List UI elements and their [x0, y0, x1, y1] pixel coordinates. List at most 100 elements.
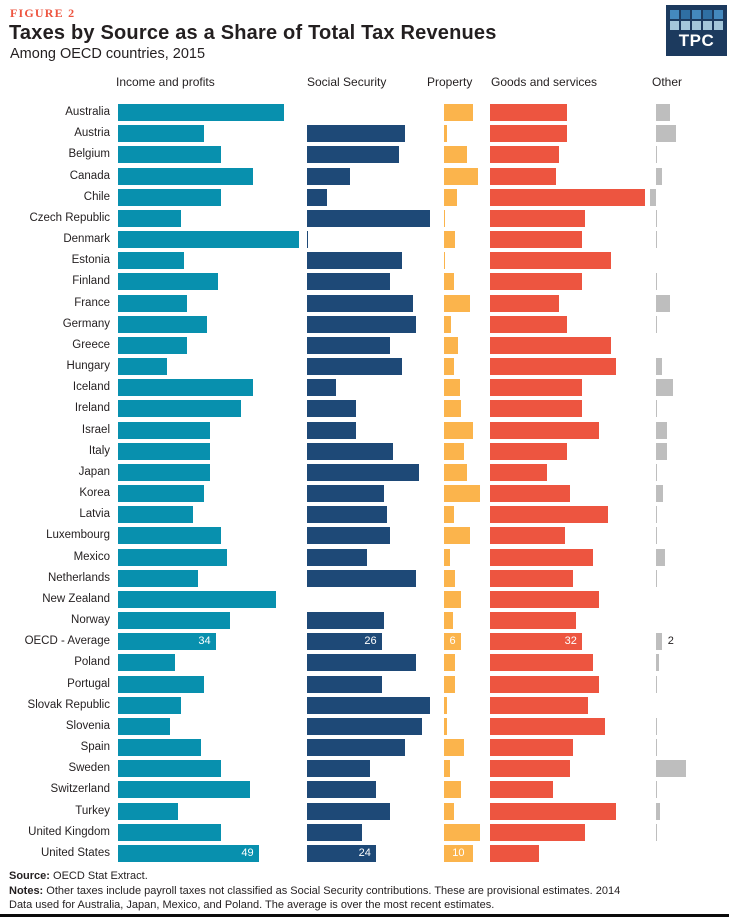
notes-label: Notes:: [9, 884, 44, 897]
bar-other: [656, 654, 659, 671]
bar-goods-and-services: [490, 803, 617, 820]
chart-row-latvia: Latvia: [0, 506, 729, 523]
chart-row-netherlands: Netherlands: [0, 570, 729, 587]
page-title: Taxes by Source as a Share of Total Tax …: [9, 22, 497, 44]
chart-row-estonia: Estonia: [0, 252, 729, 269]
bar-social-security: [307, 210, 431, 227]
bar-goods-and-services: [490, 485, 571, 502]
bar-income-and-profits: [118, 337, 187, 354]
bar-value-label: 32: [564, 635, 577, 647]
bar-social-security: [307, 422, 356, 439]
tpc-logo: TPC: [666, 5, 727, 56]
bar-goods-and-services: [490, 527, 565, 544]
column-header-social-security: Social Security: [307, 75, 387, 89]
bar-social-security: [307, 189, 328, 206]
bar-social-security: [307, 739, 405, 756]
bar-income-and-profits: [118, 252, 184, 269]
notes-text-1: Other taxes include payroll taxes not cl…: [43, 884, 621, 897]
bar-social-security: [307, 316, 417, 333]
bar-property: [444, 125, 447, 142]
row-label: Finland: [72, 275, 110, 287]
row-label: Slovenia: [65, 720, 110, 732]
bottom-border: [0, 914, 729, 917]
row-label: Hungary: [66, 360, 110, 372]
bar-property: [444, 273, 455, 290]
chart-row-canada: Canada: [0, 168, 729, 185]
bar-value-label: 49: [241, 847, 254, 859]
row-label: Slovak Republic: [27, 699, 110, 711]
bar-other: [656, 358, 662, 375]
logo-square: [681, 21, 690, 30]
bar-income-and-profits: [118, 591, 276, 608]
bar-income-and-profits: [118, 676, 205, 693]
bar-social-security: 24: [307, 845, 376, 862]
bar-goods-and-services: [490, 146, 559, 163]
bar-goods-and-services: [490, 676, 600, 693]
bar-social-security: [307, 273, 391, 290]
bar-other: [656, 295, 671, 312]
bar-goods-and-services: [490, 295, 559, 312]
bar-social-security: [307, 506, 388, 523]
bar-property: [444, 443, 465, 460]
chart-row-luxembourg: Luxembourg: [0, 527, 729, 544]
bar-other: [656, 549, 665, 566]
row-label: Germany: [62, 318, 110, 330]
bar-other: [656, 168, 662, 185]
bar-other: [656, 527, 658, 544]
bar-income-and-profits: [118, 400, 242, 417]
bar-other: [656, 210, 658, 227]
bar-property: [444, 549, 450, 566]
bar-other: [656, 422, 668, 439]
page-subtitle: Among OECD countries, 2015: [10, 46, 206, 62]
row-label: United Kingdom: [28, 826, 110, 838]
bar-social-security: [307, 252, 402, 269]
bar-social-security: [307, 358, 402, 375]
bar-value-label: 10: [452, 847, 465, 859]
bar-other: [656, 824, 658, 841]
chart-row-germany: Germany: [0, 316, 729, 333]
bar-goods-and-services: [490, 739, 574, 756]
chart-row-israel: Israel: [0, 422, 729, 439]
bar-social-security: [307, 760, 371, 777]
bar-property: [444, 295, 470, 312]
bar-income-and-profits: [118, 612, 230, 629]
row-label: Korea: [79, 487, 110, 499]
bar-value-label: 6: [449, 635, 456, 647]
bar-social-security: [307, 570, 417, 587]
bar-other: [656, 676, 658, 693]
bar-income-and-profits: [118, 824, 222, 841]
bar-value-label: 26: [364, 635, 377, 647]
bar-goods-and-services: [490, 443, 568, 460]
row-label: Chile: [83, 191, 110, 203]
bar-social-security: [307, 295, 414, 312]
bar-income-and-profits: [118, 125, 205, 142]
bar-social-security: [307, 612, 385, 629]
bar-income-and-profits: [118, 697, 182, 714]
row-label: Greece: [72, 339, 110, 351]
row-label: New Zealand: [42, 593, 110, 605]
row-label: Australia: [65, 106, 110, 118]
bar-social-security: [307, 527, 391, 544]
bar-property: [444, 485, 480, 502]
bar-other: [656, 231, 658, 248]
bar-goods-and-services: [490, 591, 600, 608]
bar-goods-and-services: [490, 400, 582, 417]
chart-row-norway: Norway: [0, 612, 729, 629]
bar-income-and-profits: [118, 146, 222, 163]
bar-social-security: [307, 146, 399, 163]
bar-other: [656, 633, 662, 650]
bar-income-and-profits: [118, 358, 167, 375]
source-text: OECD Stat Extract.: [49, 870, 148, 882]
bar-other: [656, 316, 658, 333]
column-header-property: Property: [427, 75, 473, 89]
bar-social-security: [307, 337, 391, 354]
bar-income-and-profits: [118, 231, 299, 248]
bar-property: [444, 422, 473, 439]
bar-other: [656, 570, 658, 587]
bar-property: [444, 697, 447, 714]
bar-income-and-profits: [118, 570, 199, 587]
chart-row-slovak-republic: Slovak Republic: [0, 697, 729, 714]
logo-square: [692, 21, 701, 30]
bar-social-security: [307, 125, 405, 142]
row-label: Sweden: [68, 762, 110, 774]
